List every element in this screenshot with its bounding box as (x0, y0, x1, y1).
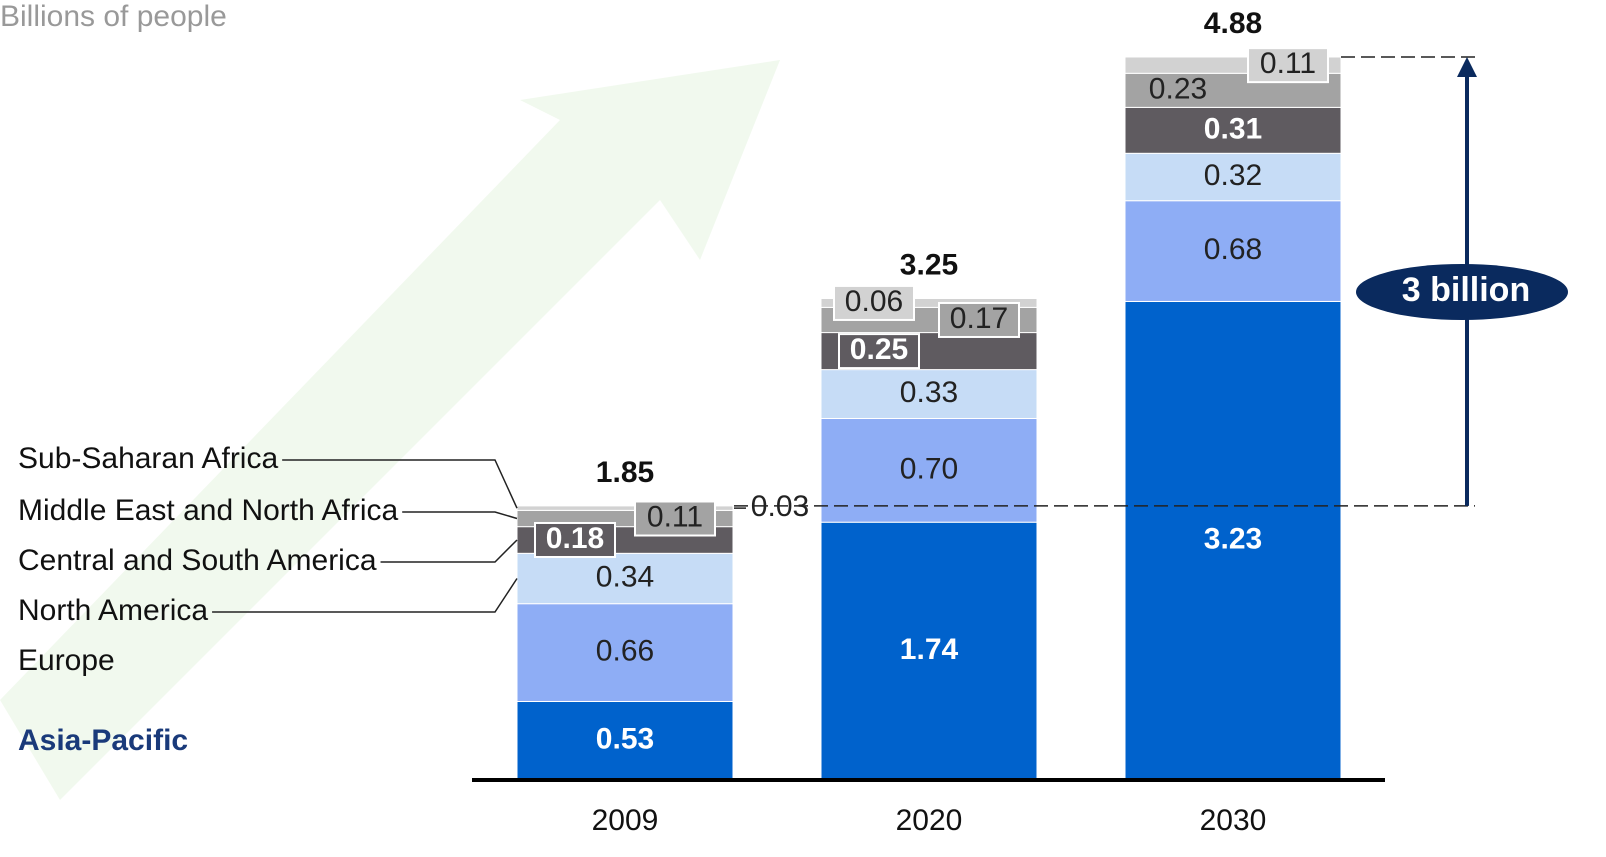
value-label: 0.32 (1204, 159, 1262, 192)
value-label: 0.25 (850, 333, 908, 366)
total-label: 4.88 (1204, 7, 1262, 40)
value-label: 0.11 (1260, 47, 1316, 80)
leader-line (381, 540, 517, 562)
legend-label: Asia-Pacific (18, 724, 188, 757)
value-label: 0.18 (546, 522, 604, 555)
y-axis-label: Billions of people (0, 0, 227, 33)
value-label: 0.23 (1149, 72, 1207, 105)
value-label: 0.31 (1204, 112, 1262, 145)
value-label: 3.23 (1204, 523, 1262, 556)
value-label: 1.74 (900, 633, 959, 666)
legend-label: North America (18, 594, 208, 627)
value-label: 0.70 (900, 452, 958, 485)
value-label: 0.68 (1204, 233, 1262, 266)
x-tick-label: 2030 (1200, 804, 1267, 837)
chart: Billions of people 1.85 2009 3.25 2020 4.88 2… (0, 0, 1606, 857)
value-label: 0.53 (596, 723, 654, 756)
annotation: 3 billion (1402, 271, 1530, 309)
value-label: 0.17 (950, 302, 1008, 335)
leader-line (402, 512, 517, 519)
x-tick-label: 2009 (592, 804, 659, 837)
value-label: 0.11 (647, 500, 703, 533)
value-label: 0.33 (900, 376, 958, 409)
value-label: 0.06 (845, 285, 903, 318)
legend-label: Central and South America (18, 544, 377, 577)
legend-label: Sub-Saharan Africa (18, 442, 278, 475)
page: Billions of people 1.85 2009 3.25 2020 4.88 2… (0, 0, 1606, 857)
arrow-head (1457, 57, 1477, 77)
x-tick-label: 2020 (896, 804, 963, 837)
total-label: 3.25 (900, 248, 958, 281)
legend-label: Europe (18, 644, 115, 677)
legend-label: Middle East and North Africa (18, 494, 399, 527)
value-label: 0.66 (596, 635, 654, 668)
value-label: 0.34 (596, 560, 654, 593)
total-label: 1.85 (596, 456, 654, 489)
